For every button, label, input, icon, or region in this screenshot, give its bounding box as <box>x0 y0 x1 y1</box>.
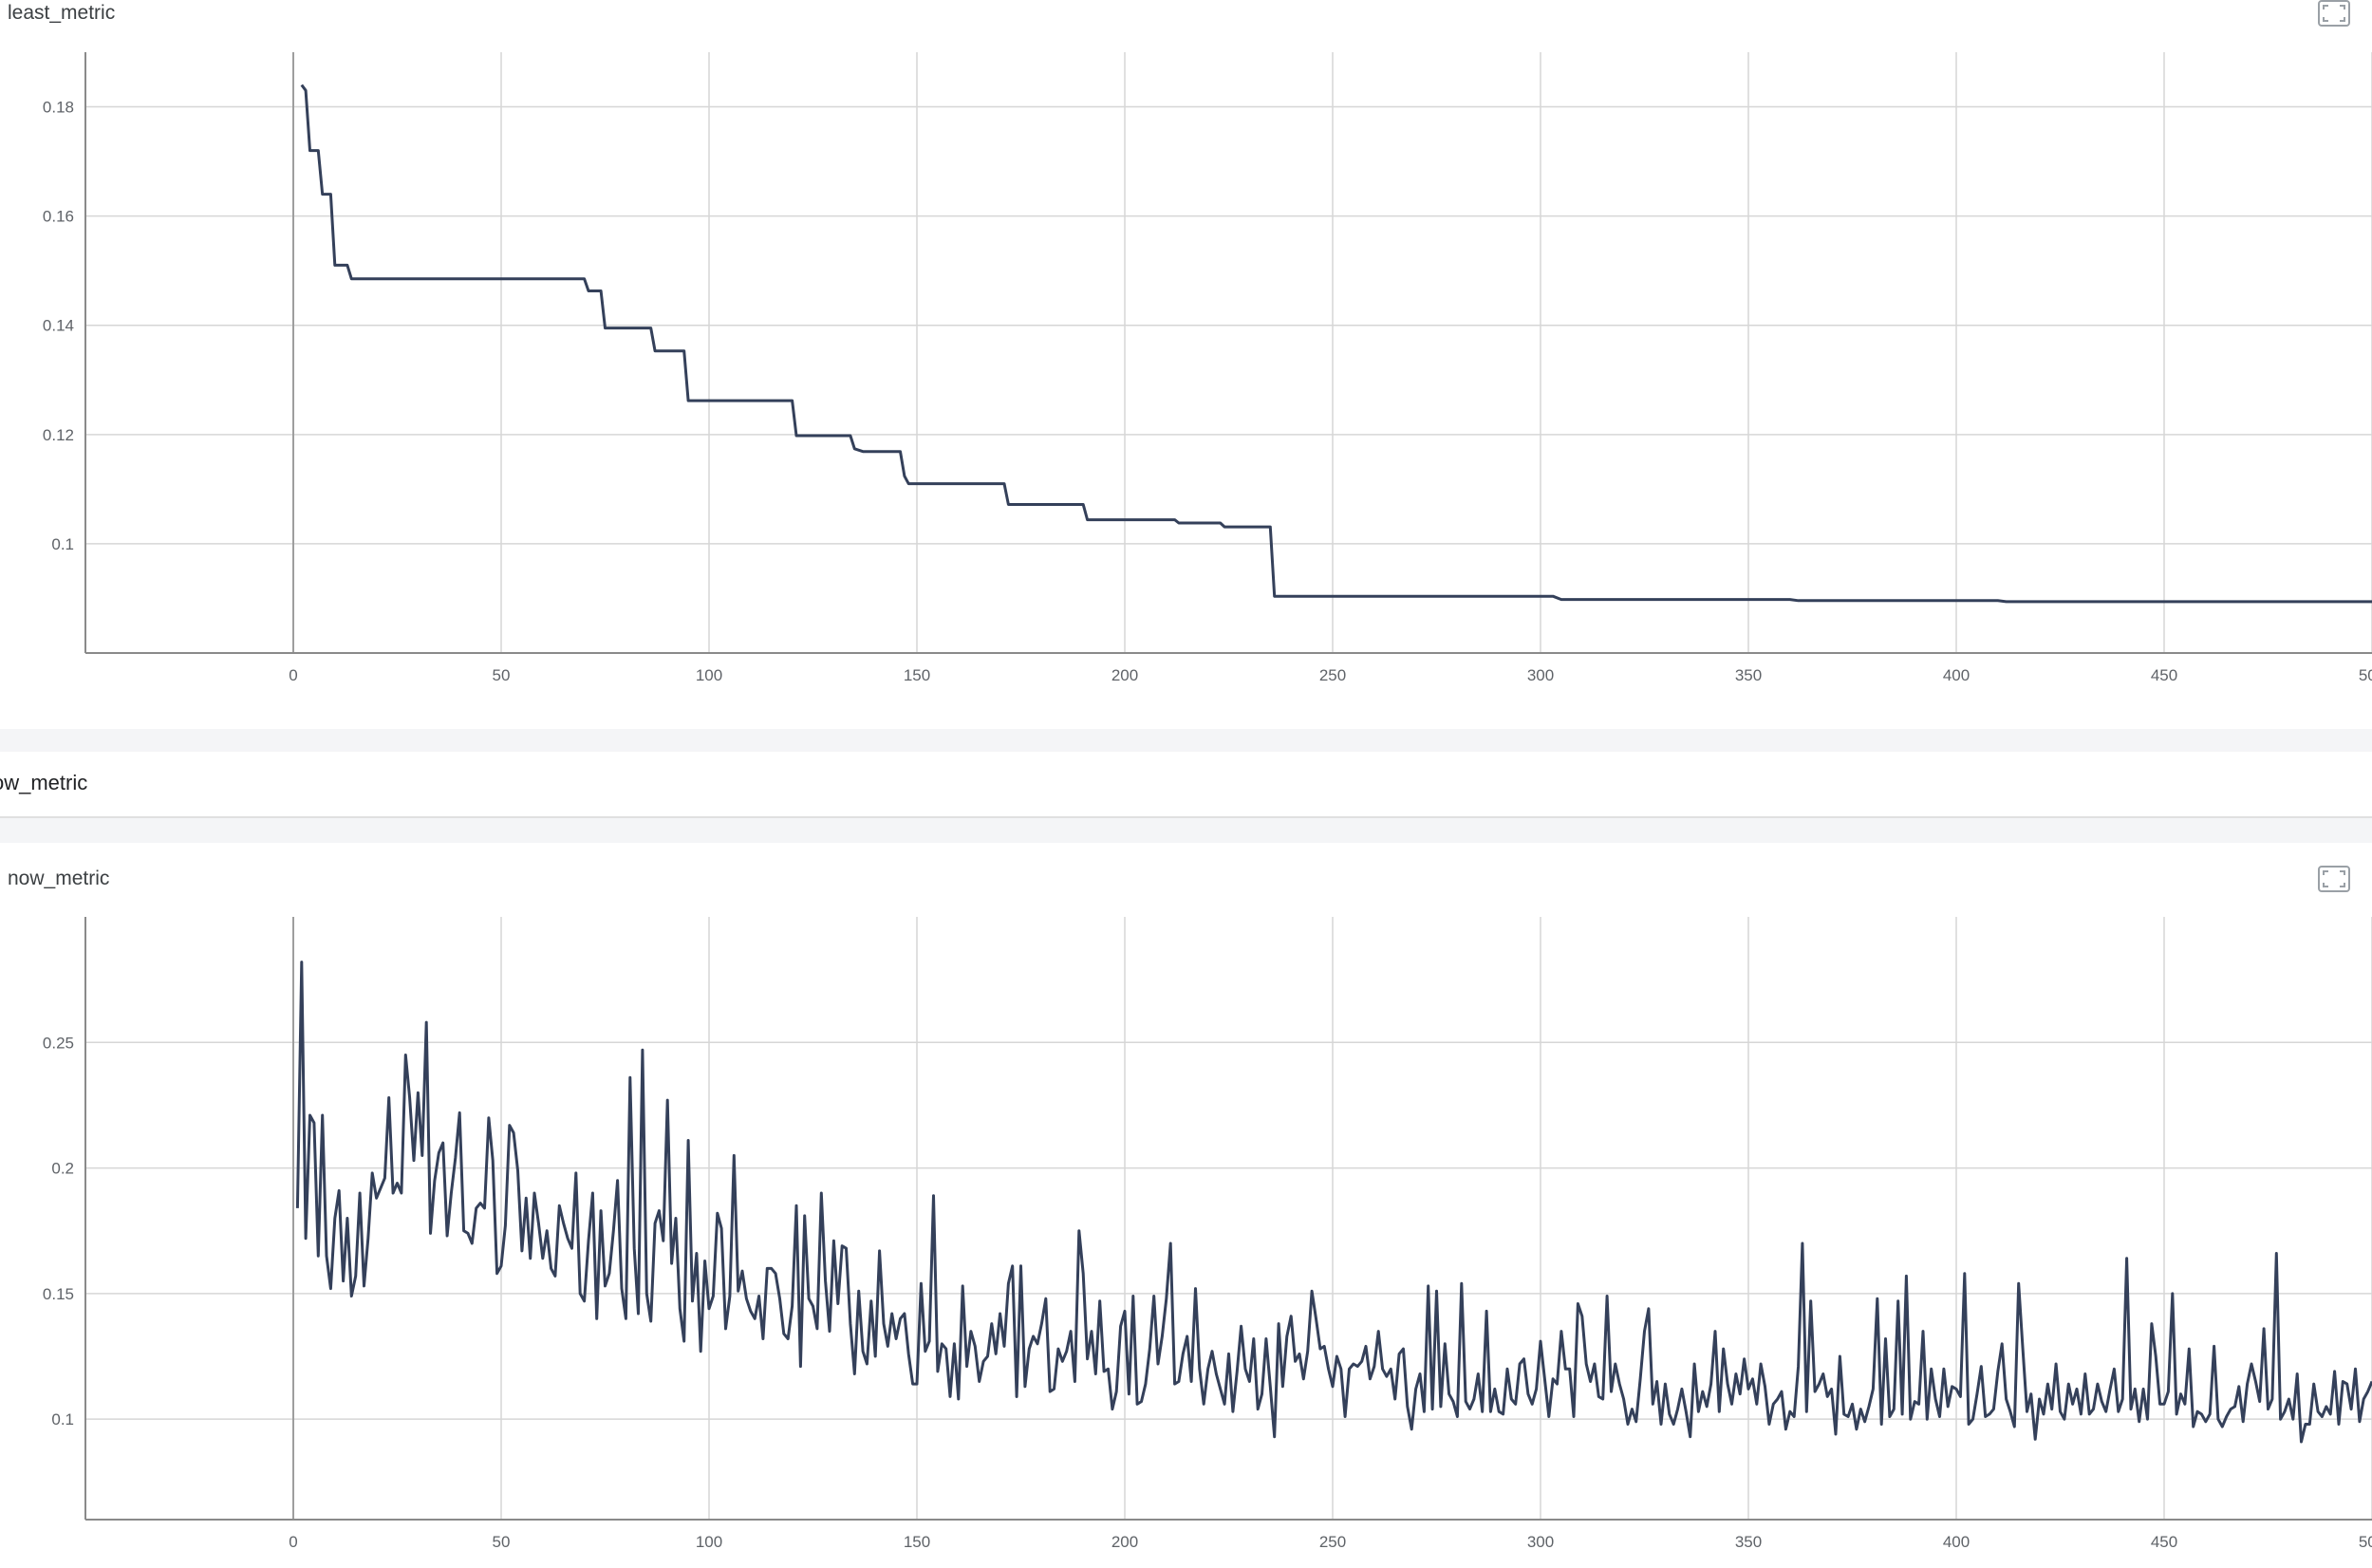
card-title: now_metric <box>8 868 110 889</box>
x-tick-label: 350 <box>1735 1533 1762 1551</box>
x-tick-label: 0 <box>289 1533 297 1551</box>
y-tick-label: 0.14 <box>43 317 74 335</box>
chart-card-least-metric: least_metric 0.1 0.12 0.14 0.16 0.18 0 50 100 15… <box>0 0 2372 729</box>
x-tick-label: 300 <box>1527 666 1554 684</box>
x-tick-label: 150 <box>904 1533 930 1551</box>
x-tick-label: 100 <box>696 666 722 684</box>
least-metric-chart: 0.1 0.12 0.14 0.16 0.18 0 50 100 150 200 250 300 350… <box>43 52 2372 684</box>
y-tick-label: 0.2 <box>51 1160 74 1178</box>
x-tick-label: 500 <box>2359 1533 2372 1551</box>
y-tick-label: 0.1 <box>51 1410 74 1428</box>
now-metric-chart: 0.1 0.15 0.2 0.25 0 50 100 150 200 250 300 350 400 45… <box>43 917 2372 1551</box>
y-tick-label: 0.1 <box>51 535 74 553</box>
y-tick-label: 0.15 <box>43 1285 74 1303</box>
fullscreen-icon <box>2323 5 2345 22</box>
x-tick-label: 50 <box>493 666 511 684</box>
series-line <box>295 961 2372 1444</box>
x-tick-label: 400 <box>1943 1533 1970 1551</box>
section-separator <box>0 818 2372 843</box>
chart-card-now-metric: now_metric 0.1 0.15 0.2 0.25 0 50 100 150 200 250… <box>0 843 2372 1568</box>
x-tick-label: 250 <box>1319 666 1346 684</box>
x-tick-label: 150 <box>904 666 930 684</box>
x-tick-label: 450 <box>2151 666 2177 684</box>
fullscreen-button[interactable] <box>2318 0 2350 27</box>
y-tick-label: 0.12 <box>43 426 74 444</box>
fullscreen-button[interactable] <box>2318 866 2350 892</box>
section-separator <box>0 729 2372 752</box>
y-tick-label: 0.25 <box>43 1034 74 1052</box>
series-line <box>300 84 2372 604</box>
x-tick-label: 400 <box>1943 666 1970 684</box>
x-tick-label: 200 <box>1111 666 1138 684</box>
x-tick-label: 300 <box>1527 1533 1554 1551</box>
y-tick-label: 0.18 <box>43 99 74 117</box>
x-tick-label: 250 <box>1319 1533 1346 1551</box>
x-tick-label: 50 <box>493 1533 511 1551</box>
group-header-label: ow_metric <box>0 771 88 794</box>
x-tick-label: 200 <box>1111 1533 1138 1551</box>
x-tick-label: 0 <box>289 666 297 684</box>
x-tick-label: 450 <box>2151 1533 2177 1551</box>
fullscreen-icon <box>2323 870 2345 887</box>
x-tick-label: 500 <box>2359 666 2372 684</box>
group-header-now-metric[interactable]: ow_metric <box>0 752 2372 818</box>
card-title: least_metric <box>8 2 116 24</box>
y-tick-label: 0.16 <box>43 208 74 226</box>
x-tick-label: 350 <box>1735 666 1762 684</box>
x-tick-label: 100 <box>696 1533 722 1551</box>
